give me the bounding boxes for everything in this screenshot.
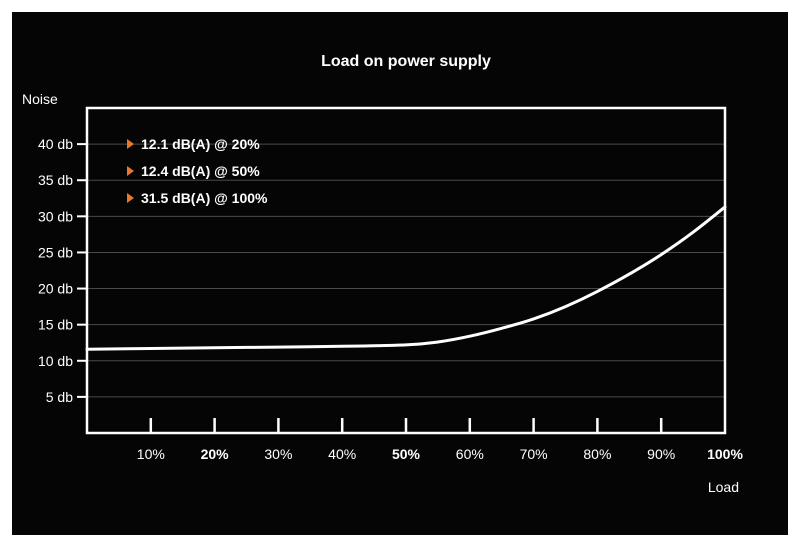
y-tick-label: 30 db [38, 208, 73, 224]
x-tick-label: 80% [583, 446, 611, 462]
annotation-text: 12.4 dB(A) @ 50% [141, 163, 260, 179]
x-tick-label: 50% [392, 446, 421, 462]
x-tick-label: 30% [264, 446, 292, 462]
y-tick-label: 40 db [38, 136, 73, 152]
orange-triangle-icon [127, 193, 134, 203]
orange-triangle-icon [127, 166, 134, 176]
y-tick-labels: 5 db 10 db 15 db 20 db 25 db 30 db 35 db 40 db [38, 136, 73, 405]
grid-lines [77, 143, 725, 398]
x-tick-label: 90% [647, 446, 675, 462]
x-tick-label: 60% [456, 446, 484, 462]
y-tick-label: 15 db [38, 317, 73, 333]
x-tick-label: 20% [201, 446, 230, 462]
annotation-text: 12.1 dB(A) @ 20% [141, 136, 260, 152]
x-tick-labels: 10% 20% 30% 40% 50% 60% 70% 80% 90% 100% [137, 446, 744, 462]
x-tick-marks [149, 418, 663, 433]
noise-chart: Load on power supply Noise Load 12.1 dB(… [22, 53, 744, 495]
annotation-list: 12.1 dB(A) @ 20% 12.4 dB(A) @ 50% 31.5 dB(… [127, 136, 268, 206]
y-tick-label: 10 db [38, 353, 73, 369]
x-axis-label: Load [708, 479, 739, 495]
x-tick-label: 70% [520, 446, 548, 462]
y-tick-label: 35 db [38, 172, 73, 188]
x-tick-label: 100% [707, 446, 743, 462]
chart-title: Load on power supply [321, 53, 491, 70]
x-tick-label: 10% [137, 446, 165, 462]
y-axis-label: Noise [22, 91, 58, 107]
y-tick-label: 5 db [46, 389, 73, 405]
annotation-text: 31.5 dB(A) @ 100% [141, 190, 268, 206]
x-tick-label: 40% [328, 446, 356, 462]
y-tick-label: 25 db [38, 244, 73, 260]
orange-triangle-icon [127, 139, 134, 149]
noise-curve [85, 205, 727, 351]
plot-border [85, 106, 727, 435]
y-tick-label: 20 db [38, 281, 73, 297]
chart-frame: Load on power supply Noise Load 12.1 dB(… [12, 12, 788, 535]
